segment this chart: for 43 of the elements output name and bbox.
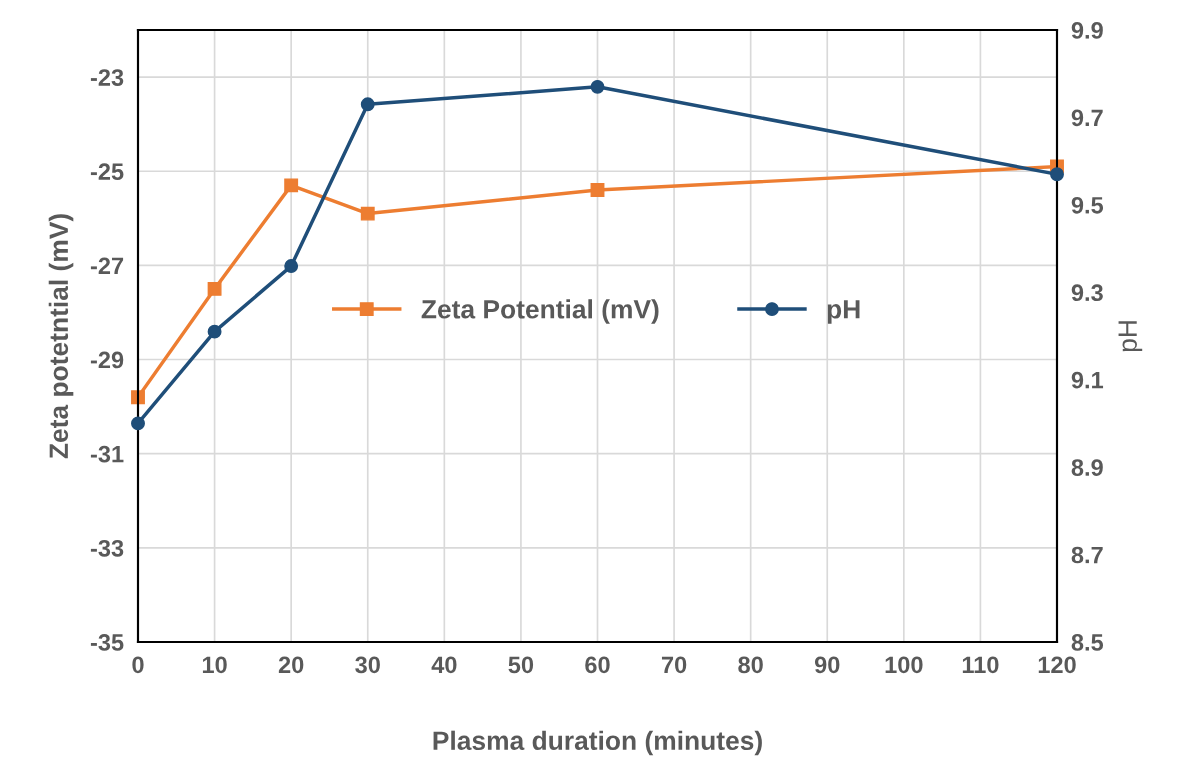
x-tick-label: 60 xyxy=(585,656,610,674)
x-tick-label: 70 xyxy=(661,656,687,674)
y2-tick-label: 9.5 xyxy=(1071,196,1104,214)
x-tick-label: 90 xyxy=(814,656,840,674)
point xyxy=(131,416,145,431)
x-tick-label: 20 xyxy=(278,656,304,674)
y-tick-label: -23 xyxy=(90,69,124,86)
y2-tick-label: 8.7 xyxy=(1071,546,1103,564)
point xyxy=(1050,167,1064,182)
x-tick-label: 10 xyxy=(202,656,227,674)
point xyxy=(207,281,222,296)
y2-tick-label: 9.9 xyxy=(1071,22,1103,39)
y2-tick-label: 8.5 xyxy=(1071,634,1104,651)
point xyxy=(360,206,375,221)
y-tick-label: -31 xyxy=(90,445,124,463)
x-axis-title: Plasma duration (minutes) xyxy=(433,730,762,756)
x-tick-label: 0 xyxy=(132,656,144,674)
point xyxy=(207,324,222,339)
y-tick-label: -27 xyxy=(90,257,124,274)
y-tick-label: -33 xyxy=(90,539,124,557)
point xyxy=(284,259,299,274)
point xyxy=(284,178,299,193)
legend-label: Zeta Potential (mV) xyxy=(421,299,659,324)
y-axis-title: Zeta potetntial (mV) xyxy=(48,214,74,459)
x-tick-label: 120 xyxy=(1038,656,1076,674)
x-tick-label: 110 xyxy=(962,656,999,674)
y2-tick-label: 9.7 xyxy=(1071,109,1103,127)
y2-tick-label: 9.3 xyxy=(1071,284,1103,302)
y2-axis-title: pH xyxy=(1118,321,1143,352)
x-tick-label: 50 xyxy=(508,656,534,674)
legend-label: pH xyxy=(827,300,860,324)
y2-tick-label: 8.9 xyxy=(1071,459,1103,476)
point xyxy=(590,183,605,198)
point xyxy=(590,79,605,94)
x-tick-label: 30 xyxy=(355,656,380,674)
point xyxy=(360,97,375,112)
x-tick-label: 100 xyxy=(885,656,923,674)
y-tick-label: -29 xyxy=(90,351,124,369)
y-tick-label: -35 xyxy=(90,634,124,651)
y-tick-label: -25 xyxy=(90,163,124,181)
x-tick-label: 80 xyxy=(738,656,763,674)
x-tick-label: 40 xyxy=(431,656,457,674)
y2-tick-label: 9.1 xyxy=(1071,371,1104,389)
